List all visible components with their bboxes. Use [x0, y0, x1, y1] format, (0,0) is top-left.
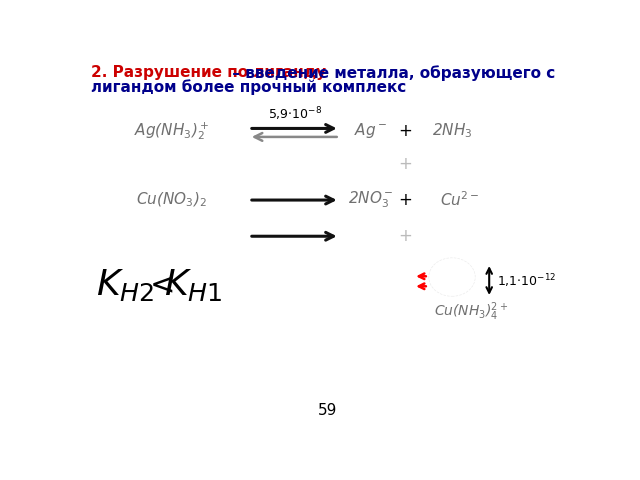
Text: +: + [399, 227, 412, 245]
Text: $<$: $<$ [143, 270, 174, 299]
Text: 1,1$\cdot$10$^{-12}$: 1,1$\cdot$10$^{-12}$ [497, 272, 556, 290]
Text: лигандом более прочный комплекс: лигандом более прочный комплекс [91, 79, 406, 95]
Text: Ag$^-$: Ag$^-$ [354, 121, 387, 140]
Text: $\mathit{K}_{H1}$: $\mathit{K}_{H1}$ [164, 267, 222, 303]
Text: – введение металла, образующего с: – введение металла, образующего с [227, 65, 556, 81]
Text: Ag(NH$_3$)$_2^+$: Ag(NH$_3$)$_2^+$ [134, 120, 209, 142]
Text: 59: 59 [318, 403, 338, 418]
Text: 5,9$\cdot$10$^{-8}$: 5,9$\cdot$10$^{-8}$ [268, 106, 323, 123]
Text: 2NH$_3$: 2NH$_3$ [432, 121, 472, 140]
Text: Cu$^{2-}$: Cu$^{2-}$ [440, 191, 479, 209]
Text: 2NO$_3^-$: 2NO$_3^-$ [348, 190, 393, 210]
Text: $\mathit{K}_{H2}$: $\mathit{K}_{H2}$ [95, 267, 154, 303]
Text: +: + [399, 155, 412, 173]
Text: Cu(NH$_3$)$_4^{2+}$: Cu(NH$_3$)$_4^{2+}$ [435, 300, 508, 323]
Text: Cu(NO$_3$)$_2$: Cu(NO$_3$)$_2$ [136, 191, 207, 209]
Text: 2. Разрушение по лиганду: 2. Разрушение по лиганду [91, 65, 326, 80]
Text: +: + [399, 191, 412, 209]
Text: +: + [399, 122, 412, 140]
